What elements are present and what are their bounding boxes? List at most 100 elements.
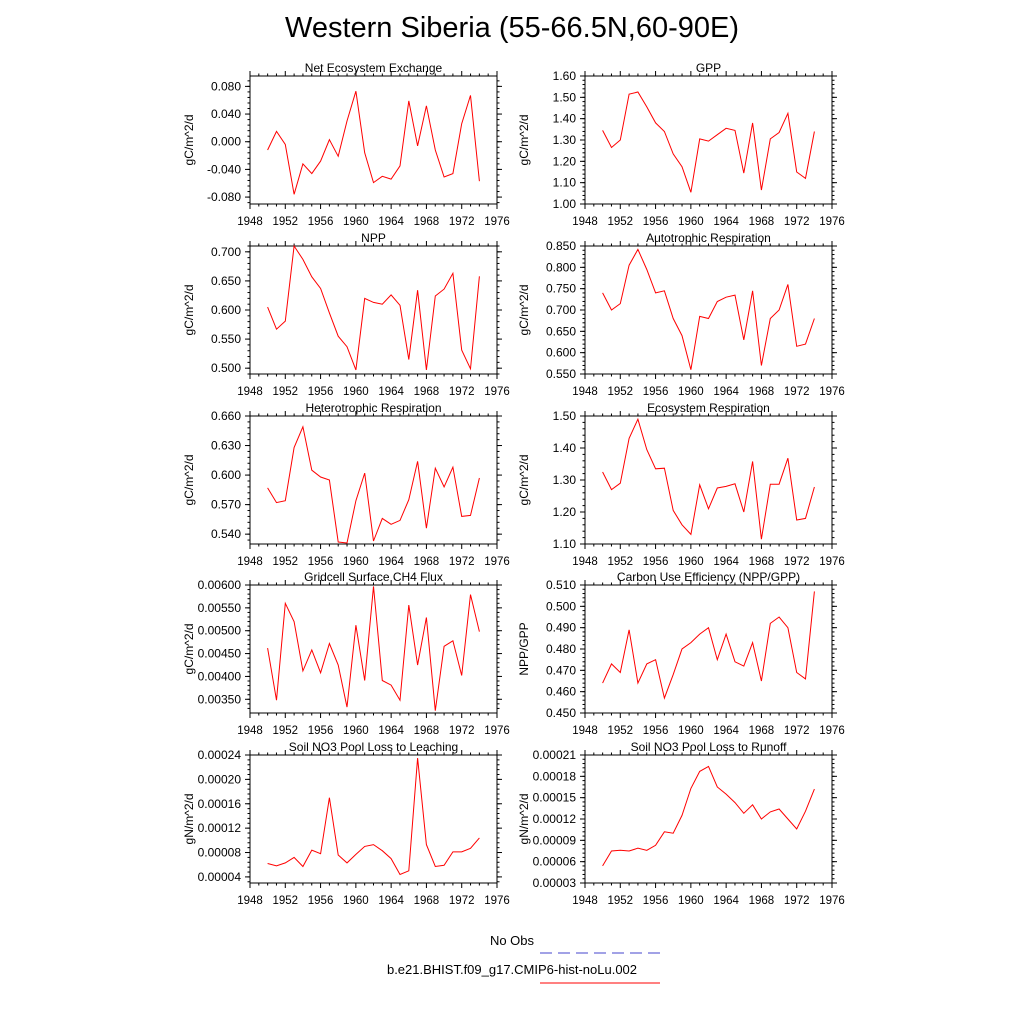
x-tick-label: 1968 — [414, 895, 440, 907]
y-tick-label: 0.500 — [211, 361, 241, 375]
x-tick-label: 1948 — [572, 556, 598, 568]
x-tick-label: 1948 — [572, 386, 598, 398]
y-axis-label: gC/m^2/d — [182, 624, 196, 675]
y-tick-label: 0.800 — [546, 260, 576, 274]
y-tick-label: 0.00016 — [198, 797, 242, 811]
x-tick-label: 1968 — [749, 556, 775, 568]
x-tick-label: 1972 — [784, 725, 810, 737]
y-tick-label: -0.040 — [207, 162, 241, 176]
x-tick-label: 1972 — [449, 556, 475, 568]
y-tick-label: 0.00550 — [198, 601, 242, 615]
plot-frame — [584, 415, 833, 545]
legend: No Obs b.e21.BHIST.f09_g17.CMIP6-hist-no… — [0, 928, 1024, 1008]
plot-frame — [584, 584, 833, 714]
series-line-1 — [267, 757, 480, 876]
x-tick-label: 1956 — [643, 725, 669, 737]
panel-1: Net Ecosystem Exchange gC/m^2/d 1948 1952 19… — [182, 61, 510, 228]
panel-title: Soil NO3 Pool Loss to Leaching — [289, 740, 458, 754]
legend-model-line — [540, 982, 660, 984]
y-tick-label: 0.550 — [546, 367, 576, 381]
y-axis-label: gC/m^2/d — [517, 115, 531, 166]
y-tick-label: 0.570 — [211, 498, 241, 512]
panel-title: GPP — [696, 61, 721, 75]
y-tick-label: 0.00003 — [533, 876, 577, 890]
x-tick-label: 1976 — [819, 386, 845, 398]
y-tick-label: 0.00006 — [533, 855, 577, 869]
y-tick-label: 0.00024 — [198, 748, 242, 762]
legend-obs-label: No Obs — [489, 933, 535, 948]
series-line-1 — [267, 425, 480, 544]
panel-6: Ecosystem Respiration gC/m^2/d 1948 1952 195… — [517, 401, 845, 568]
y-tick-label: 0.510 — [546, 578, 576, 592]
x-tick-label: 1952 — [272, 725, 298, 737]
x-tick-label: 1952 — [607, 556, 633, 568]
y-tick-label: 0.470 — [546, 663, 576, 677]
x-tick-label: 1976 — [484, 725, 510, 737]
x-tick-label: 1948 — [572, 216, 598, 228]
y-tick-label: 1.60 — [553, 69, 577, 83]
x-tick-label: 1964 — [713, 556, 739, 568]
x-tick-label: 1968 — [414, 556, 440, 568]
y-tick-label: 0.650 — [211, 274, 241, 288]
x-tick-label: 1956 — [643, 895, 669, 907]
y-tick-label: 0.00009 — [533, 833, 577, 847]
x-tick-label: 1956 — [308, 216, 334, 228]
y-tick-label: 0.00500 — [198, 624, 242, 638]
x-tick-label: 1952 — [607, 895, 633, 907]
panel-title: NPP — [361, 231, 386, 245]
panel-title: Autotrophic Respiration — [646, 231, 771, 245]
y-tick-label: 0.00015 — [533, 791, 577, 805]
panel-title: Soil NO3 Pool Loss to Runoff — [631, 740, 788, 754]
x-tick-label: 1948 — [237, 556, 263, 568]
y-axis-label: gC/m^2/d — [182, 285, 196, 336]
x-tick-label: 1968 — [749, 386, 775, 398]
y-tick-label: 0.00012 — [198, 821, 242, 835]
x-tick-label: 1956 — [643, 386, 669, 398]
panel-2: GPP gC/m^2/d 1948 1952 1956 1960 1964 1968 1972 1… — [517, 61, 845, 228]
y-axis-label: gC/m^2/d — [517, 455, 531, 506]
x-tick-label: 1960 — [678, 216, 704, 228]
x-tick-label: 1956 — [308, 725, 334, 737]
x-tick-label: 1956 — [643, 216, 669, 228]
series-line-1 — [602, 91, 815, 193]
y-tick-label: 1.30 — [553, 133, 577, 147]
panel-7: Gridcell Surface CH4 Flux gC/m^2/d 1948 195… — [182, 570, 510, 737]
series-line-1 — [602, 765, 815, 867]
x-tick-label: 1960 — [343, 386, 369, 398]
y-tick-label: 0.00012 — [533, 812, 577, 826]
x-tick-label: 1964 — [713, 725, 739, 737]
plot-frame — [584, 75, 833, 205]
y-tick-label: 0.450 — [546, 706, 576, 720]
x-tick-label: 1952 — [607, 216, 633, 228]
series-line-1 — [602, 248, 815, 370]
x-tick-label: 1956 — [308, 895, 334, 907]
x-tick-label: 1960 — [678, 556, 704, 568]
y-tick-label: 0.490 — [546, 621, 576, 635]
y-tick-label: 0.460 — [546, 685, 576, 699]
x-tick-label: 1968 — [414, 216, 440, 228]
x-tick-label: 1960 — [678, 895, 704, 907]
y-tick-label: 0.550 — [211, 332, 241, 346]
x-tick-label: 1968 — [749, 725, 775, 737]
x-tick-label: 1972 — [449, 386, 475, 398]
x-tick-label: 1976 — [484, 216, 510, 228]
y-tick-label: 0.00018 — [533, 769, 577, 783]
x-tick-label: 1948 — [572, 725, 598, 737]
x-tick-label: 1972 — [449, 895, 475, 907]
x-tick-label: 1952 — [272, 386, 298, 398]
x-tick-label: 1968 — [749, 895, 775, 907]
x-tick-label: 1972 — [784, 216, 810, 228]
x-tick-label: 1976 — [819, 895, 845, 907]
x-tick-label: 1956 — [308, 556, 334, 568]
y-tick-label: 0.00008 — [198, 846, 242, 860]
panel-title: Heterotrophic Respiration — [305, 401, 441, 415]
plot-frame — [249, 415, 498, 545]
plot-frame — [249, 754, 498, 884]
y-axis-label: gN/m^2/d — [182, 794, 196, 845]
series-line-1 — [267, 244, 480, 371]
plot-frame — [584, 754, 833, 884]
y-tick-label: 0.600 — [546, 346, 576, 360]
x-tick-label: 1948 — [237, 895, 263, 907]
x-tick-label: 1952 — [272, 895, 298, 907]
x-tick-label: 1964 — [378, 725, 404, 737]
